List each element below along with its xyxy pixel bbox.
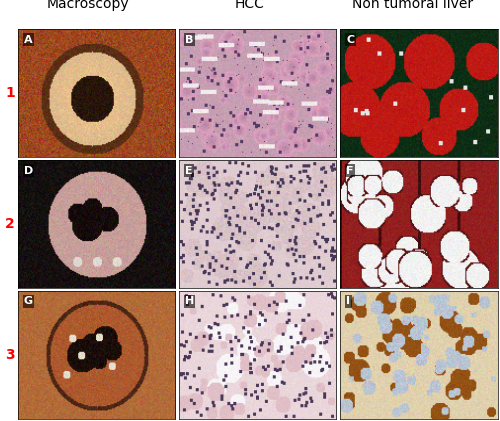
Text: HCC: HCC (235, 0, 265, 11)
Text: Macroscopy: Macroscopy (46, 0, 129, 11)
Text: I: I (346, 296, 350, 306)
Text: Non tumoral liver: Non tumoral liver (352, 0, 473, 11)
Text: 2: 2 (5, 217, 15, 231)
Text: F: F (346, 165, 354, 176)
Text: C: C (346, 35, 354, 45)
Text: D: D (24, 165, 33, 176)
Text: 1: 1 (5, 86, 15, 100)
Text: G: G (24, 296, 33, 306)
Text: H: H (185, 296, 194, 306)
Text: 3: 3 (5, 348, 15, 362)
Text: B: B (185, 35, 194, 45)
Text: A: A (24, 35, 32, 45)
Text: E: E (185, 165, 193, 176)
